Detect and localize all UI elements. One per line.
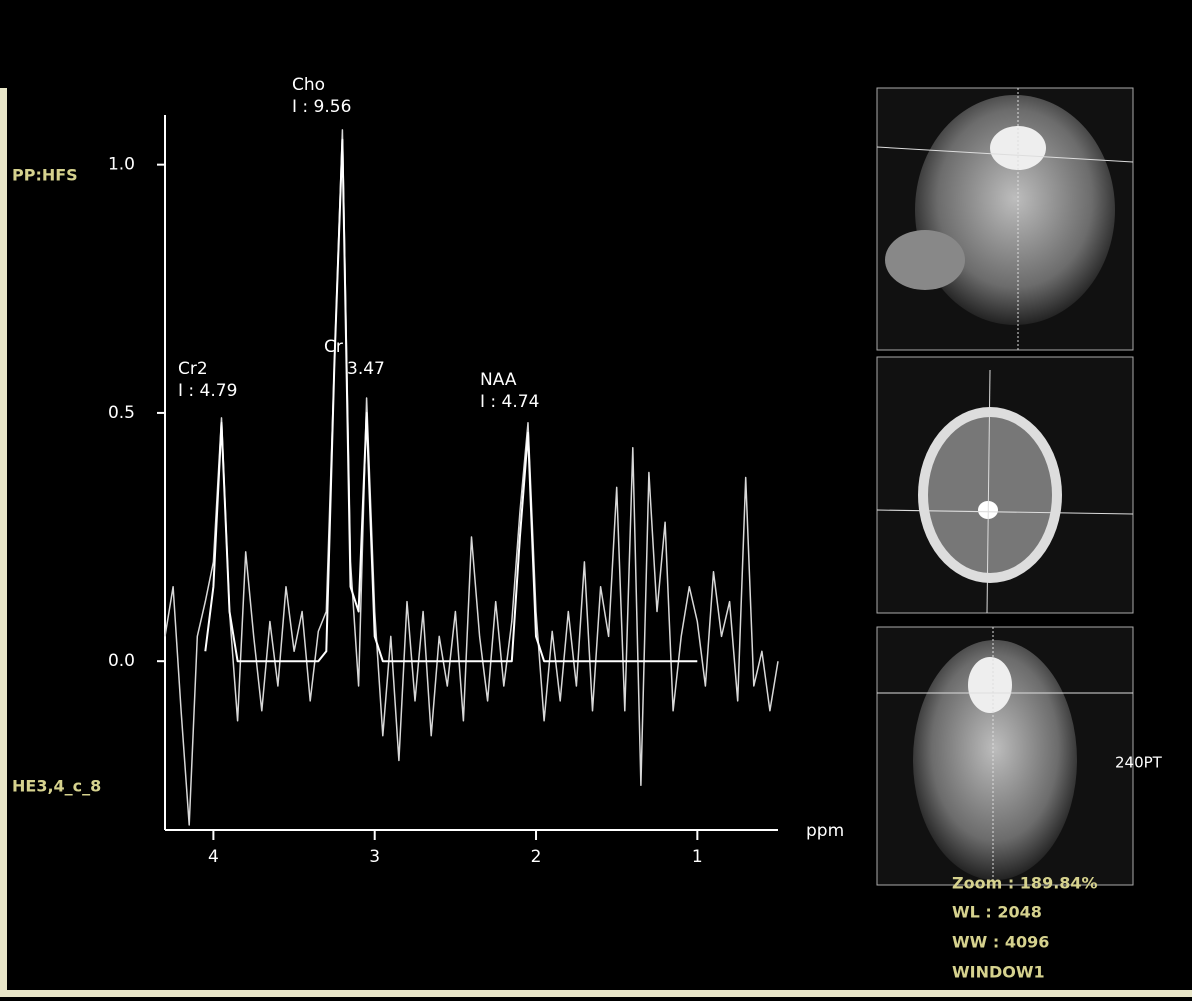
x-tick-label: 4 xyxy=(208,847,219,867)
peak-integral: I : 4.74 xyxy=(480,392,539,412)
x-axis-label: ppm xyxy=(806,821,844,841)
spectrum-line xyxy=(164,129,779,826)
y-tick-label: 0.5 xyxy=(108,403,135,423)
x-tick-label: 1 xyxy=(692,847,703,867)
x-tick-label: 3 xyxy=(369,847,380,867)
peak-integral: I : 4.79 xyxy=(178,381,237,401)
ww-label: WW : 4096 xyxy=(952,933,1049,952)
axial-view xyxy=(876,356,1134,614)
coronal-view xyxy=(876,626,1134,886)
x-tick-label: 2 xyxy=(531,847,542,867)
y-tick-label: 0.0 xyxy=(108,651,135,671)
spectrum-line xyxy=(204,138,698,663)
series-label: HE3,4_c_8 xyxy=(12,777,101,796)
sagittal-view xyxy=(876,87,1134,351)
position-label: PP:HFS xyxy=(12,166,78,185)
peak-integral: 3.47 xyxy=(347,359,385,379)
zoom-label: Zoom : 189.84% xyxy=(952,874,1098,893)
peak-name: Cho xyxy=(292,75,325,95)
peak-name: NAA xyxy=(480,370,517,390)
left-border xyxy=(0,88,7,997)
y-tick-label: 1.0 xyxy=(108,155,135,175)
window-label: WINDOW1 xyxy=(952,963,1045,982)
peak-name: Cr2 xyxy=(178,359,208,379)
slice-label: 240PT xyxy=(1115,754,1163,772)
peak-name: Cr xyxy=(324,337,343,357)
bottom-border xyxy=(0,990,1192,997)
wl-label: WL : 2048 xyxy=(952,903,1042,922)
peak-integral: I : 9.56 xyxy=(292,97,351,117)
